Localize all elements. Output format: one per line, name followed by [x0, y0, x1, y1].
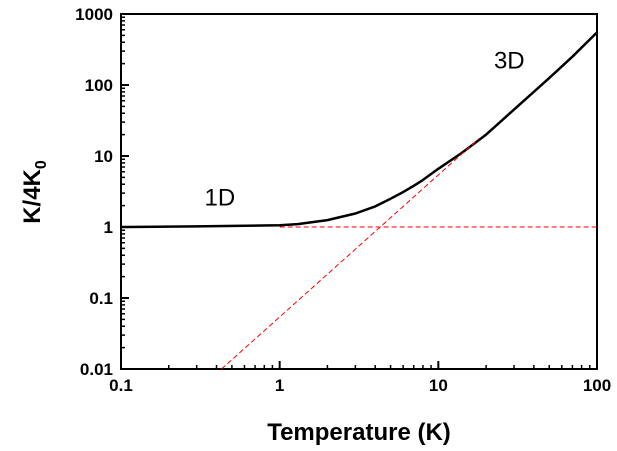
dashed-line-2 — [221, 138, 480, 370]
y-axis-title: K/4K0 — [19, 160, 50, 224]
annotation-layer: 1D 3D — [205, 48, 525, 212]
x-tick-label-3: 100 — [583, 376, 611, 395]
annotation-1d: 1D — [205, 185, 236, 212]
data-line-0 — [120, 31, 598, 229]
y-tick-label-4: 100 — [85, 76, 113, 95]
x-tick-label-2: 10 — [429, 376, 448, 395]
series-layer — [120, 31, 598, 370]
y-axis-title-main: K/4K — [19, 168, 46, 223]
y-tick-label-0: 0.01 — [80, 360, 113, 379]
y-axis: 0.01 0.1 1 10 100 1000 — [75, 5, 129, 379]
y-tick-label-5: 1000 — [75, 5, 113, 24]
plot-frame — [120, 13, 598, 370]
y-tick-label-3: 10 — [94, 147, 113, 166]
y-tick-label-1: 0.1 — [89, 289, 113, 308]
x-axis-title: Temperature (K) — [267, 419, 451, 446]
y-axis-title-subscript: 0 — [33, 160, 50, 169]
x-tick-label-0: 0.1 — [109, 376, 133, 395]
annotation-3d: 3D — [494, 48, 525, 75]
x-axis: 0.1 1 10 100 — [109, 361, 611, 395]
y-tick-label-2: 1 — [104, 218, 113, 237]
x-tick-label-1: 1 — [275, 376, 284, 395]
